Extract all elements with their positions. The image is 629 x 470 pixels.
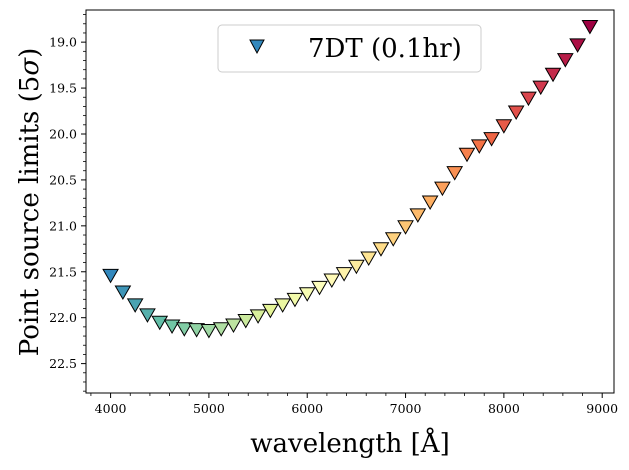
data-point [495,119,513,134]
plot-frame [85,9,615,394]
x-tick-label: 7000 [390,401,422,416]
data-point [556,53,574,68]
data-point [372,242,390,257]
data-point [335,267,353,282]
data-point [286,292,304,308]
x-axis-label: wavelength [Å] [250,427,449,459]
data-point [237,313,255,329]
data-point [212,322,230,337]
y-axis-label: Point source limits (5σ) [15,48,45,357]
data-point [126,298,144,313]
data-point [507,105,525,120]
legend: 7DT (0.1hr) [217,24,482,73]
data-point [274,298,292,313]
data-point [323,273,341,289]
data-point [483,132,500,147]
data-point [200,324,218,339]
data-point [421,195,439,210]
data-point [360,251,378,266]
x-axis: 4000 5000 6000 7000 8000 9000 [90,393,618,416]
x-tick-label: 6000 [291,401,323,416]
data-point [458,147,476,163]
y-tick-label: 22.5 [49,356,77,371]
data-point [114,285,132,300]
data-point [225,318,242,334]
data-point [470,139,488,154]
y-tick-label: 21.5 [49,264,77,279]
y-axis-label-text: Point source limits (5 [15,76,45,357]
data-point [139,308,156,323]
data-point [163,319,181,334]
x-tick-label: 9000 [586,401,618,416]
data-point [544,67,562,83]
data-point [532,80,550,96]
y-tick-label: 22.0 [49,310,77,325]
data-point [249,309,267,324]
data-point [434,181,451,197]
legend-marker-icon [249,39,265,55]
data-point [188,323,205,338]
data-point [581,20,599,35]
y-tick-label: 21.0 [49,218,77,233]
y-tick-label: 20.5 [49,172,77,187]
data-point [520,91,537,107]
x-tick-label: 5000 [193,401,225,416]
y-tick-label: 19.5 [49,81,77,96]
data-point [446,166,464,181]
data-point [102,268,119,284]
data-point [397,220,414,235]
y-axis: 19.0 19.5 20.0 20.5 21.0 21.5 22.0 22.5 [49,14,86,392]
data-point [569,38,586,53]
data-point [261,303,279,319]
data-point [298,287,316,302]
legend-box [217,24,482,73]
legend-label: 7DT (0.1hr) [308,34,462,64]
x-tick-label: 8000 [488,401,520,416]
data-point [311,280,328,296]
data-point [151,315,169,331]
data-point [348,259,365,275]
data-point [384,232,402,247]
y-axis-label-symbol: σ [15,57,45,76]
data-point [175,322,193,337]
y-tick-label: 20.0 [49,126,77,141]
data-point [409,208,427,223]
y-axis-label-close: ) [15,48,45,58]
x-tick-label: 4000 [95,401,127,416]
y-tick-label: 19.0 [49,35,77,50]
